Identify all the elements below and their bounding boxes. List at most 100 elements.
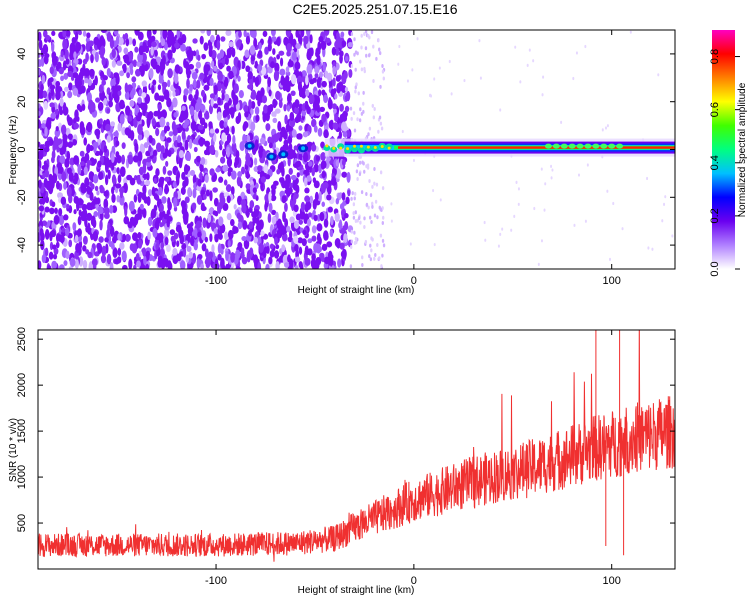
y-tick-label: -20	[16, 189, 28, 205]
noise-blob	[121, 154, 126, 165]
noise-blob	[230, 186, 235, 196]
noise-blob	[307, 238, 313, 244]
noise-blob	[213, 228, 218, 235]
noise-blob	[254, 204, 260, 211]
noise-blob	[111, 235, 117, 244]
noise-blob	[258, 219, 264, 230]
noise-blob	[220, 156, 226, 164]
noise-blob	[43, 100, 49, 110]
noise-blob	[117, 37, 124, 46]
noise-blob	[349, 245, 353, 250]
y-tick-label: 1000	[16, 465, 28, 489]
noise-blob	[112, 247, 118, 259]
noise-blob	[268, 35, 272, 45]
noise-blob	[303, 177, 308, 187]
noise-blob	[104, 237, 109, 243]
noise-blob	[245, 35, 251, 45]
noise-blob	[325, 37, 331, 43]
noise-blob	[478, 39, 481, 43]
noise-blob	[190, 237, 195, 246]
noise-blob	[360, 45, 363, 50]
noise-blob	[137, 97, 142, 104]
noise-blob	[63, 260, 68, 266]
noise-blob	[83, 166, 88, 176]
noise-blob	[260, 66, 267, 76]
noise-blob	[350, 116, 353, 121]
signal-knot	[608, 143, 616, 149]
noise-blob	[195, 220, 202, 229]
noise-blob	[174, 64, 181, 74]
y-tick-label: -40	[16, 237, 28, 253]
noise-blob	[119, 242, 125, 250]
noise-blob	[50, 229, 56, 238]
noise-blob	[499, 108, 502, 112]
noise-blob	[142, 247, 147, 257]
noise-blob	[75, 41, 82, 52]
noise-blob	[97, 101, 104, 111]
signal-knot	[552, 143, 560, 149]
noise-blob	[193, 227, 198, 239]
noise-blob	[226, 146, 231, 158]
noise-blob	[167, 196, 171, 207]
noise-blob	[274, 236, 279, 246]
noise-blob	[55, 241, 60, 249]
noise-blob	[305, 75, 309, 86]
noise-blob	[235, 150, 240, 159]
noise-blob	[219, 223, 226, 234]
noise-blob	[98, 84, 104, 94]
noise-blob	[604, 126, 607, 130]
noise-blob	[379, 207, 382, 212]
noise-blob	[99, 36, 105, 46]
noise-blob	[75, 243, 80, 253]
noise-blob	[166, 244, 171, 253]
noise-blob	[287, 254, 291, 263]
noise-blob	[278, 50, 285, 56]
noise-blob	[119, 70, 125, 77]
noise-blob	[319, 106, 326, 112]
noise-blob	[268, 202, 273, 213]
noise-blob	[275, 244, 280, 250]
noise-blob	[357, 216, 361, 221]
noise-blob	[197, 54, 201, 61]
noise-blob	[82, 259, 88, 269]
noise-blob	[379, 121, 383, 126]
noise-blob	[79, 121, 85, 132]
noise-blob	[38, 110, 41, 117]
noise-blob	[278, 177, 284, 183]
noise-blob	[159, 116, 166, 128]
noise-blob	[103, 97, 108, 106]
noise-blob	[354, 89, 357, 94]
noise-blob	[354, 50, 358, 55]
noise-blob	[378, 115, 382, 120]
noise-blob	[311, 225, 317, 234]
noise-blob	[244, 111, 249, 118]
spectrogram-marks	[38, 30, 675, 269]
noise-blob	[166, 137, 172, 143]
noise-blob	[448, 59, 451, 64]
noise-blob	[355, 169, 359, 174]
noise-blob	[179, 260, 186, 269]
signal-knot	[592, 143, 600, 149]
signal-knot	[380, 144, 384, 148]
noise-blob	[269, 243, 274, 250]
noise-blob	[250, 89, 257, 100]
noise-blob	[165, 160, 169, 167]
noise-blob	[148, 68, 154, 80]
noise-blob	[289, 60, 294, 68]
noise-blob	[341, 248, 347, 260]
signal-knot	[344, 147, 352, 154]
noise-blob	[55, 125, 59, 132]
noise-blob	[315, 243, 322, 254]
noise-blob	[38, 205, 45, 212]
noise-blob	[124, 127, 131, 136]
noise-blob	[612, 201, 615, 206]
noise-blob	[432, 188, 435, 193]
noise-blob	[249, 45, 256, 55]
noise-blob	[143, 142, 149, 149]
noise-blob	[378, 47, 381, 52]
noise-blob	[89, 181, 93, 187]
noise-blob	[196, 155, 201, 163]
noise-blob	[44, 248, 49, 257]
noise-blob	[409, 242, 412, 246]
noise-blob	[204, 236, 209, 243]
